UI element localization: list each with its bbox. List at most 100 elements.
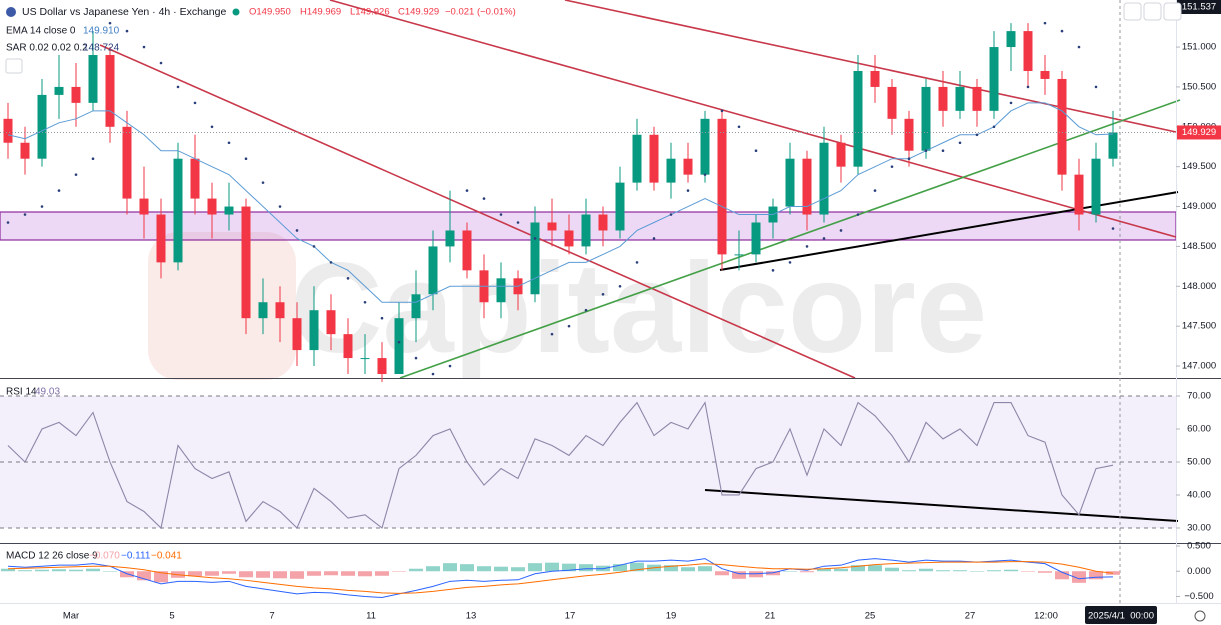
sar-dot <box>737 125 741 129</box>
macd-histogram-bar <box>613 564 627 572</box>
macd-histogram-bar <box>511 567 525 572</box>
macd-value: −0.111 <box>121 551 151 562</box>
sar-dot <box>839 229 843 232</box>
last-price-box <box>1177 125 1221 140</box>
settings-icon[interactable] <box>1194 610 1206 622</box>
sar-dot <box>1043 21 1047 25</box>
watermark: Capitalcore <box>290 237 987 380</box>
macd-histogram-bar <box>1004 569 1018 572</box>
indicator-value: 149.910 <box>83 26 120 37</box>
macd-histogram-bar <box>970 571 984 572</box>
candle-body <box>887 86 897 119</box>
toolbar-button[interactable] <box>1143 2 1162 21</box>
candle-body <box>598 214 608 231</box>
macd-histogram-bar <box>868 565 882 572</box>
macd-histogram-bar <box>1 568 15 572</box>
collapse-button[interactable] <box>5 58 23 74</box>
candle-body <box>496 278 506 303</box>
candle-body <box>3 118 13 143</box>
sar-dot <box>346 277 350 280</box>
sar-dot <box>550 332 554 336</box>
sar-dot <box>431 372 435 376</box>
macd-histogram-bar <box>341 571 355 576</box>
sar-dot <box>6 221 10 224</box>
sar-dot <box>380 316 384 320</box>
candle-body <box>700 118 710 175</box>
sar-dot <box>329 261 333 264</box>
y-tick-label: 151.000 <box>1182 42 1216 53</box>
x-tick-label: 17 <box>565 611 576 622</box>
indicator-value: 148.724 <box>83 43 120 54</box>
trend-line <box>399 99 1181 379</box>
toolbar-button[interactable] <box>1163 2 1182 21</box>
macd-histogram-bar <box>834 568 848 572</box>
x-tick-label: 19 <box>666 611 677 622</box>
sar-dot <box>74 173 78 176</box>
macd-histogram-bar <box>477 566 491 572</box>
candle-body <box>921 86 931 151</box>
candle-body <box>666 158 676 183</box>
y-tick-label: −0.500 <box>1184 591 1213 602</box>
top-price-box <box>1177 0 1221 14</box>
indicator-name: EMA 14 close 0 <box>6 26 76 37</box>
candle-body <box>241 206 251 319</box>
macd-histogram-bar <box>52 569 66 572</box>
sar-dot <box>414 356 418 360</box>
top-price-label: 151.537 <box>1182 2 1216 13</box>
macd-histogram-bar <box>817 568 831 572</box>
sar-dot <box>499 213 503 216</box>
sar-dot <box>652 237 656 240</box>
sar-dot <box>1094 85 1098 89</box>
candle-body <box>343 334 353 359</box>
sar-dot <box>312 245 316 248</box>
x-tick-label: Mar <box>63 611 79 622</box>
macd-histogram-bar <box>86 568 100 572</box>
sar-dot <box>176 85 180 89</box>
candle-body <box>904 118 914 151</box>
macd-histogram-bar <box>579 564 593 572</box>
macd-histogram-bar <box>851 565 865 572</box>
candle-body <box>955 86 965 111</box>
candle-body <box>377 358 387 375</box>
candle-body <box>122 126 132 199</box>
macd-histogram-bar <box>902 570 916 572</box>
macd-histogram-bar <box>545 562 559 572</box>
x-tick-label: 7 <box>269 611 274 622</box>
candle-body <box>20 142 30 159</box>
candle-body <box>258 302 268 319</box>
macd-histogram-bar <box>35 569 49 572</box>
macd-histogram-bar <box>698 566 712 572</box>
y-tick-label: 147.500 <box>1182 321 1216 332</box>
sar-dot <box>91 157 95 160</box>
candle-body <box>105 55 115 127</box>
macd-histogram-bar <box>324 571 338 576</box>
y-tick-label: 0.500 <box>1187 541 1211 552</box>
macd-histogram-bar <box>885 567 899 572</box>
toolbar-button[interactable] <box>1123 2 1142 21</box>
trend-line <box>719 191 1179 271</box>
sar-dot <box>856 213 860 216</box>
sar-dot <box>992 125 996 129</box>
candle-body <box>564 230 574 247</box>
macd-histogram-bar <box>1072 571 1086 583</box>
sar-dot <box>516 221 520 224</box>
flag-icon <box>6 7 16 17</box>
sar-dot <box>720 109 724 113</box>
candle-body <box>581 214 591 247</box>
sar-dot <box>873 189 877 192</box>
sar-dot <box>669 213 673 216</box>
y-tick-label: 70.00 <box>1187 391 1211 402</box>
ohlc-close: C149.929 <box>398 7 439 18</box>
macd-title: MACD 12 26 close 9 <box>6 551 98 562</box>
candle-body <box>989 47 999 111</box>
sar-dot <box>788 261 792 264</box>
macd-histogram-bar <box>715 571 729 576</box>
candle-body <box>156 214 166 263</box>
indicator-name: SAR 0.02 0.02 0.2 <box>6 43 88 54</box>
macd-histogram-bar <box>239 571 253 578</box>
symbol-title: US Dollar vs Japanese Yen · 4h · Exchang… <box>22 6 226 18</box>
signal-value: −0.041 <box>151 551 182 562</box>
candle-body <box>802 158 812 215</box>
